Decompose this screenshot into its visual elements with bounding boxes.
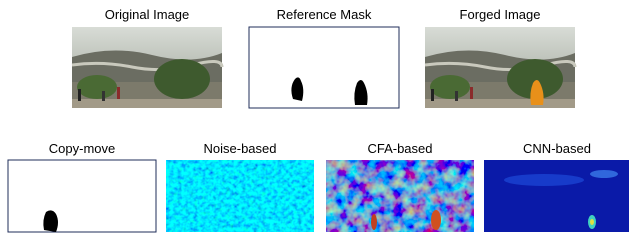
forged-image [425,27,575,108]
noise-map [166,160,314,232]
figure: Original Image Reference Mask Forged Ima… [0,0,631,246]
original-image [72,27,222,108]
panel-label: Original Image [105,7,190,22]
cfa-map [326,160,474,232]
panel-label: Noise-based [204,141,277,156]
panel-label: Copy-move [49,141,115,156]
cnn-map [484,160,629,232]
panel-label: Reference Mask [277,7,372,22]
reference-mask [249,27,399,108]
copy-move-map [8,160,156,232]
panel-label: CNN-based [523,141,591,156]
panel-label: Forged Image [460,7,541,22]
panel-label: CFA-based [367,141,432,156]
